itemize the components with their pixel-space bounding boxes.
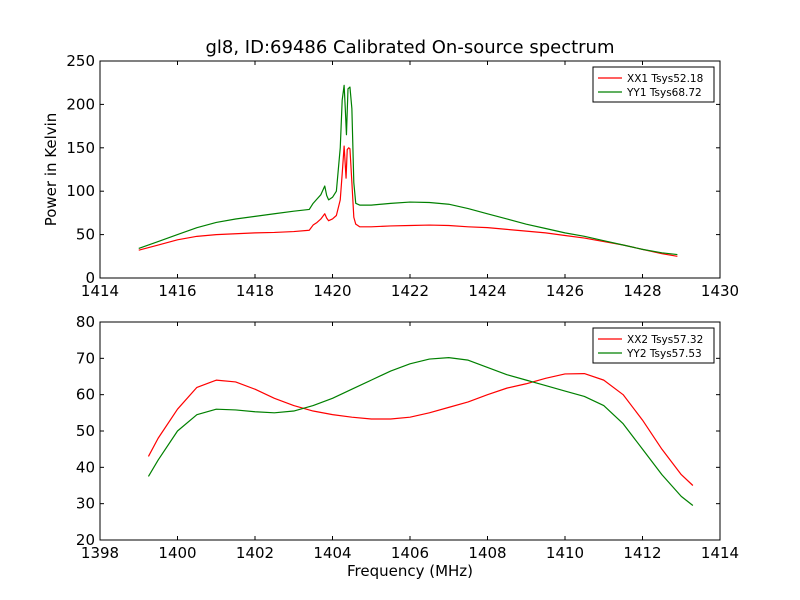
top-series-line-1 — [138, 145, 678, 257]
top-x-tick-label: 1418 — [236, 282, 274, 300]
top-legend-box — [592, 66, 715, 103]
bottom-x-tick-label: 1410 — [546, 544, 584, 562]
bottom-panel: 1398 1400 1402 1404 1406 1408 1410 1412 1414 20 30… — [76, 313, 739, 580]
bottom-x-tick-label: 1414 — [701, 544, 739, 562]
top-legend-label-2: YY1 Tsys68.72 — [626, 87, 702, 99]
top-x-tick-label: 1426 — [546, 282, 584, 300]
bottom-x-tick-label: 1412 — [623, 544, 661, 562]
bottom-x-tick-label: 1400 — [158, 544, 196, 562]
bottom-x-tick-label: 1406 — [391, 544, 429, 562]
bottom-x-tick-label: 1404 — [313, 544, 351, 562]
bottom-x-axis-label: Frequency (MHz) — [347, 562, 473, 580]
bottom-y-tick-label: 30 — [76, 495, 95, 513]
bottom-y-tick-label: 50 — [76, 422, 95, 440]
top-x-tick-label: 1424 — [468, 282, 506, 300]
bottom-series-line-1 — [147, 372, 694, 486]
top-legend-label-1: XX1 Tsys52.18 — [627, 73, 703, 85]
top-x-tick-label: 1420 — [313, 282, 351, 300]
chart-title: gl8, ID:69486 Calibrated On-source spect… — [205, 37, 614, 58]
top-x-tick-label: 1416 — [158, 282, 196, 300]
bottom-legend-label-2: YY2 Tsys57.53 — [626, 348, 702, 360]
top-y-tick-label: 250 — [66, 52, 95, 70]
top-x-tick-label: 1428 — [623, 282, 661, 300]
bottom-x-tick-label: 1402 — [236, 544, 274, 562]
bottom-legend: XX2 Tsys57.32 YY2 Tsys57.53 — [592, 327, 715, 364]
bottom-y-tick-label: 80 — [76, 313, 95, 331]
bottom-y-tick-label: 40 — [76, 458, 95, 476]
top-x-tick-label: 1414 — [81, 282, 119, 300]
top-y-tick-label: 50 — [76, 226, 95, 244]
top-y-axis-label: Power in Kelvin — [42, 113, 60, 227]
top-x-tick-label: 1422 — [391, 282, 429, 300]
top-series-line-2 — [138, 84, 678, 256]
top-panel: 1414 1416 1418 1420 1422 1424 1426 1428 1430 0 50 1… — [42, 52, 739, 300]
bottom-y-tick-label: 70 — [76, 349, 95, 367]
top-y-tick-label: 150 — [66, 139, 95, 157]
top-y-tick-label: 200 — [66, 95, 95, 113]
bottom-x-tick-label: 1408 — [468, 544, 506, 562]
bottom-x-tick-label: 1398 — [81, 544, 119, 562]
bottom-y-tick-label: 20 — [76, 531, 95, 549]
top-y-tick-label: 0 — [85, 269, 95, 287]
top-x-tick-label: 1430 — [701, 282, 739, 300]
top-legend: XX1 Tsys52.18 YY1 Tsys68.72 — [592, 66, 715, 103]
bottom-legend-label-1: XX2 Tsys57.32 — [627, 334, 703, 346]
bottom-series-line-2 — [147, 357, 694, 506]
top-y-tick-label: 100 — [66, 182, 95, 200]
bottom-y-tick-label: 60 — [76, 386, 95, 404]
bottom-legend-box — [592, 327, 715, 364]
